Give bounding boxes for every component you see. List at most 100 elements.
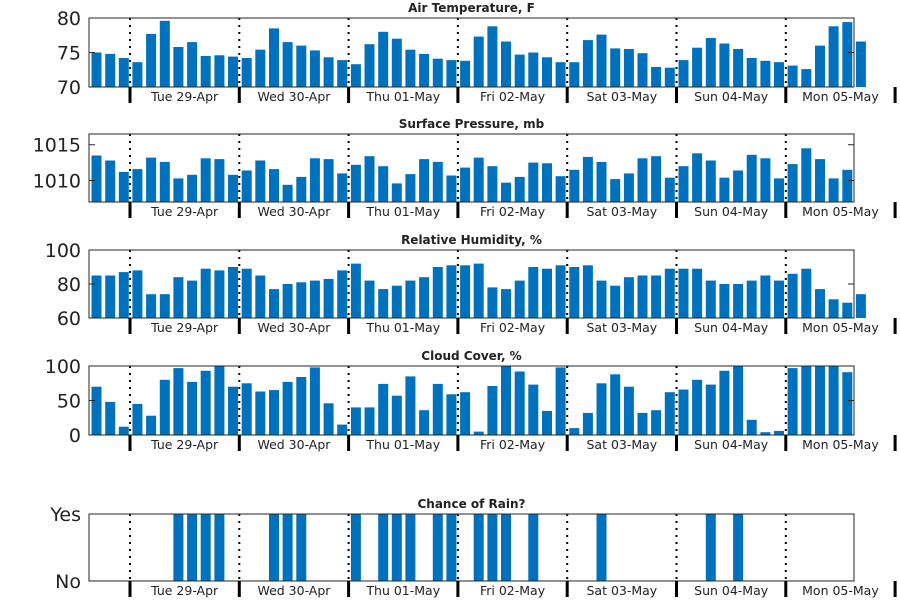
day-label: Thu 01-May [365, 583, 440, 598]
bar [569, 428, 580, 435]
day-label: Tue 29-Apr [150, 89, 219, 104]
panel-3: Relative Humidity, % 60 80 100 Tue 29-Apr Wed… [45, 233, 897, 335]
bar [501, 289, 511, 318]
bar [733, 170, 744, 202]
bar [787, 164, 798, 202]
day-label: Tue 29-Apr [150, 320, 219, 335]
bar [733, 514, 744, 581]
bar [118, 58, 129, 87]
panel-title: Air Temperature, F [408, 1, 535, 15]
bar [296, 514, 307, 581]
bar [432, 514, 443, 581]
bar [774, 430, 784, 435]
bar [391, 183, 402, 202]
bar [528, 52, 539, 87]
y-tick-label: 0 [69, 425, 81, 447]
day-label: Sun 04-May [694, 437, 769, 452]
y-tick-label: 80 [57, 8, 81, 30]
bar [282, 381, 293, 435]
day-label: Fri 02-May [480, 437, 546, 452]
day-label: Mon 05-May [802, 583, 879, 598]
bar [842, 22, 853, 88]
bar [514, 371, 525, 435]
bar [405, 280, 416, 318]
bar [391, 395, 402, 435]
day-label: Mon 05-May [802, 437, 879, 452]
bar [555, 367, 566, 435]
bar [228, 56, 238, 87]
bar [692, 47, 703, 87]
bar [555, 265, 566, 318]
bar [228, 386, 238, 435]
day-label: Sat 03-May [586, 437, 657, 452]
bar [200, 158, 211, 202]
bar [446, 60, 457, 87]
bar [228, 174, 238, 202]
day-label: Sat 03-May [586, 204, 657, 219]
bar [391, 514, 402, 581]
bar [774, 62, 784, 87]
y-tick-label: 1015 [33, 135, 81, 157]
bar [637, 412, 648, 435]
bar [91, 275, 102, 318]
bar [664, 392, 675, 435]
bar [446, 394, 457, 435]
bar [132, 62, 143, 87]
bar [582, 265, 593, 318]
day-label: Tue 29-Apr [150, 204, 219, 219]
day-label: Mon 05-May [802, 89, 879, 104]
bar [337, 60, 348, 87]
bar [91, 52, 102, 87]
bar [132, 403, 143, 435]
bar [364, 156, 375, 202]
bar [501, 366, 511, 435]
bar [214, 270, 225, 318]
bar [405, 174, 416, 202]
bar [637, 53, 648, 87]
bar [528, 514, 539, 581]
bar [200, 268, 211, 318]
bar [569, 62, 580, 87]
y-tick-label: No [55, 571, 81, 593]
bar [269, 514, 279, 581]
bar [241, 58, 252, 87]
bar [596, 514, 607, 581]
bar [542, 410, 552, 435]
bar [105, 160, 116, 202]
bar [255, 275, 266, 318]
bar [514, 176, 525, 202]
bar [637, 275, 648, 318]
bar [842, 372, 853, 435]
bar [801, 366, 812, 435]
day-label: Sat 03-May [586, 89, 657, 104]
bar [350, 514, 361, 581]
bar [760, 60, 771, 87]
panel-5: Chance of Rain? No Yes Tue 29-Apr Wed 30-Apr… [49, 497, 897, 598]
bar [815, 159, 825, 202]
bar [146, 33, 157, 87]
bar [651, 275, 662, 318]
bar [487, 386, 498, 435]
bar [651, 67, 662, 87]
bar [501, 514, 511, 581]
bar [309, 50, 320, 87]
bar [501, 182, 511, 202]
bar [350, 263, 361, 318]
bar [855, 294, 866, 318]
day-label: Fri 02-May [480, 320, 546, 335]
bar [118, 426, 129, 435]
day-label: Wed 30-Apr [257, 89, 331, 104]
bar [705, 280, 716, 318]
bar [787, 65, 798, 87]
bar [842, 302, 853, 318]
bar [760, 275, 771, 318]
bar [828, 26, 839, 87]
bar [692, 268, 703, 318]
bar [378, 383, 389, 435]
bar [719, 43, 730, 87]
bar [705, 384, 716, 435]
bar [296, 45, 307, 87]
bar [337, 173, 348, 202]
bar [528, 162, 539, 202]
bar [309, 158, 320, 202]
